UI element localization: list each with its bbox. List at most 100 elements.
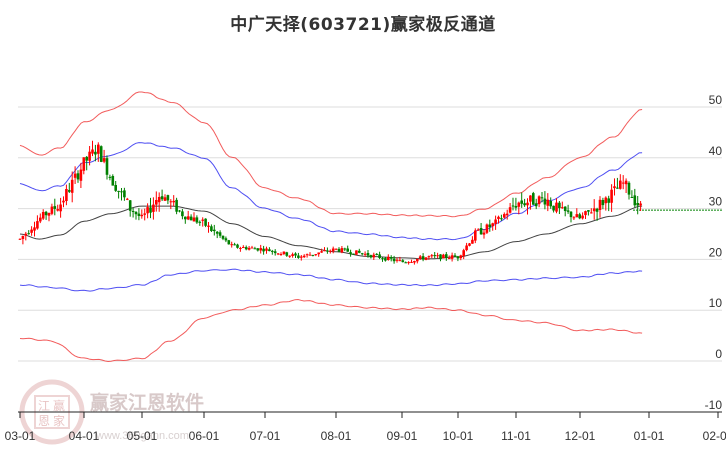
candle-body [297, 255, 300, 258]
candle-body [94, 151, 97, 155]
candle-body [279, 254, 283, 255]
candle-body [85, 156, 88, 161]
candle-body [91, 149, 94, 154]
candle-body [146, 207, 149, 214]
candle-body [546, 199, 550, 206]
candle-body [491, 223, 494, 227]
candle-body [184, 216, 187, 220]
candle-body [192, 217, 196, 222]
candle-body [128, 200, 132, 211]
candle-body [372, 254, 376, 258]
svg-text:恩: 恩 [38, 414, 50, 428]
candle-body [607, 198, 610, 203]
candle-body [53, 206, 57, 209]
candle-body [630, 197, 634, 198]
candle-body [30, 229, 33, 233]
candle-body [410, 261, 413, 263]
candle-body [108, 176, 112, 178]
candle-body [384, 258, 387, 261]
candle-body [120, 191, 123, 193]
svg-text:江: 江 [38, 399, 50, 413]
upper-outer-band-line [19, 91, 643, 218]
candle-body [578, 214, 581, 219]
candle-body [616, 187, 619, 189]
y-tick-label: 0 [715, 347, 722, 361]
candle-body [592, 208, 596, 212]
candle-body [123, 190, 126, 198]
gridlines [18, 106, 722, 362]
candle-body [111, 176, 115, 186]
candle-body [82, 157, 86, 171]
candle-body [56, 209, 59, 211]
candle-body [329, 250, 332, 252]
candle-body [398, 260, 402, 262]
watermark: 江 赢 恩 家 赢家江恩软件 www.360gann.com [19, 379, 204, 445]
candle-body [88, 151, 91, 161]
candle-body [186, 216, 190, 220]
candle-body [378, 254, 381, 258]
candle-body [569, 211, 573, 218]
candle-body [471, 239, 474, 244]
candle-body [401, 260, 405, 263]
lower-outer-band-line [19, 298, 643, 363]
candle-body [152, 204, 155, 212]
candle-body [445, 254, 448, 258]
candle-body [195, 217, 199, 223]
candle-body [172, 200, 175, 203]
candle-body [503, 214, 506, 218]
candle-body [561, 207, 564, 209]
candle-body [520, 200, 523, 204]
x-axis: 03-01 04-01 05-01 06-01 07-01 08-01 09-01 10-01… [5, 411, 726, 443]
candle-body [375, 253, 378, 255]
candle-body [360, 253, 364, 255]
candle-body [131, 211, 135, 212]
y-tick-label: -10 [705, 398, 723, 412]
candle-body [311, 254, 315, 256]
candle-body [143, 213, 146, 215]
candle-body [595, 208, 599, 212]
candle-body [155, 200, 158, 205]
candle-body [566, 210, 570, 212]
candle-body [79, 169, 83, 181]
middle-line-line [19, 205, 643, 260]
x-tick-label: 11-01 [501, 429, 531, 443]
x-tick-label: 01-01 [634, 429, 665, 443]
candle-body [355, 250, 358, 255]
candle-body [302, 255, 306, 258]
candle-body [587, 210, 590, 212]
candle-body [436, 255, 439, 257]
upper-inner-band-line [19, 142, 643, 241]
candle-body [389, 257, 393, 259]
candle-body [552, 205, 555, 211]
candle-body [215, 231, 219, 234]
candle-body [508, 207, 512, 213]
candle-body [213, 229, 216, 232]
candle-body [242, 247, 245, 248]
candle-body [500, 218, 503, 220]
candle-body [207, 225, 210, 227]
candle-body [404, 262, 407, 264]
candle-body [334, 248, 338, 250]
candle-body [250, 247, 254, 249]
candle-body [68, 190, 71, 192]
chart-title: 中广天择(603721)赢家极反通道 [230, 15, 496, 35]
candle-body [363, 253, 367, 255]
candle-body [627, 182, 631, 195]
candle-body [24, 233, 28, 236]
candle-body [50, 206, 54, 214]
candle-body [418, 256, 422, 259]
candle-body [534, 203, 538, 207]
y-axis-labels: 50 40 30 20 10 0 -10 [705, 93, 723, 412]
candle-body [41, 212, 45, 219]
candle-body [282, 251, 286, 254]
candle-body [424, 257, 428, 260]
candle-body [476, 229, 480, 231]
candle-body [198, 221, 202, 223]
candle-body [239, 248, 242, 249]
candle-body [137, 213, 141, 216]
candle-body [268, 249, 271, 252]
lower-inner-band-line [19, 268, 643, 292]
candle-body [381, 258, 384, 260]
candle-body [230, 244, 233, 246]
candle-body [140, 214, 144, 217]
